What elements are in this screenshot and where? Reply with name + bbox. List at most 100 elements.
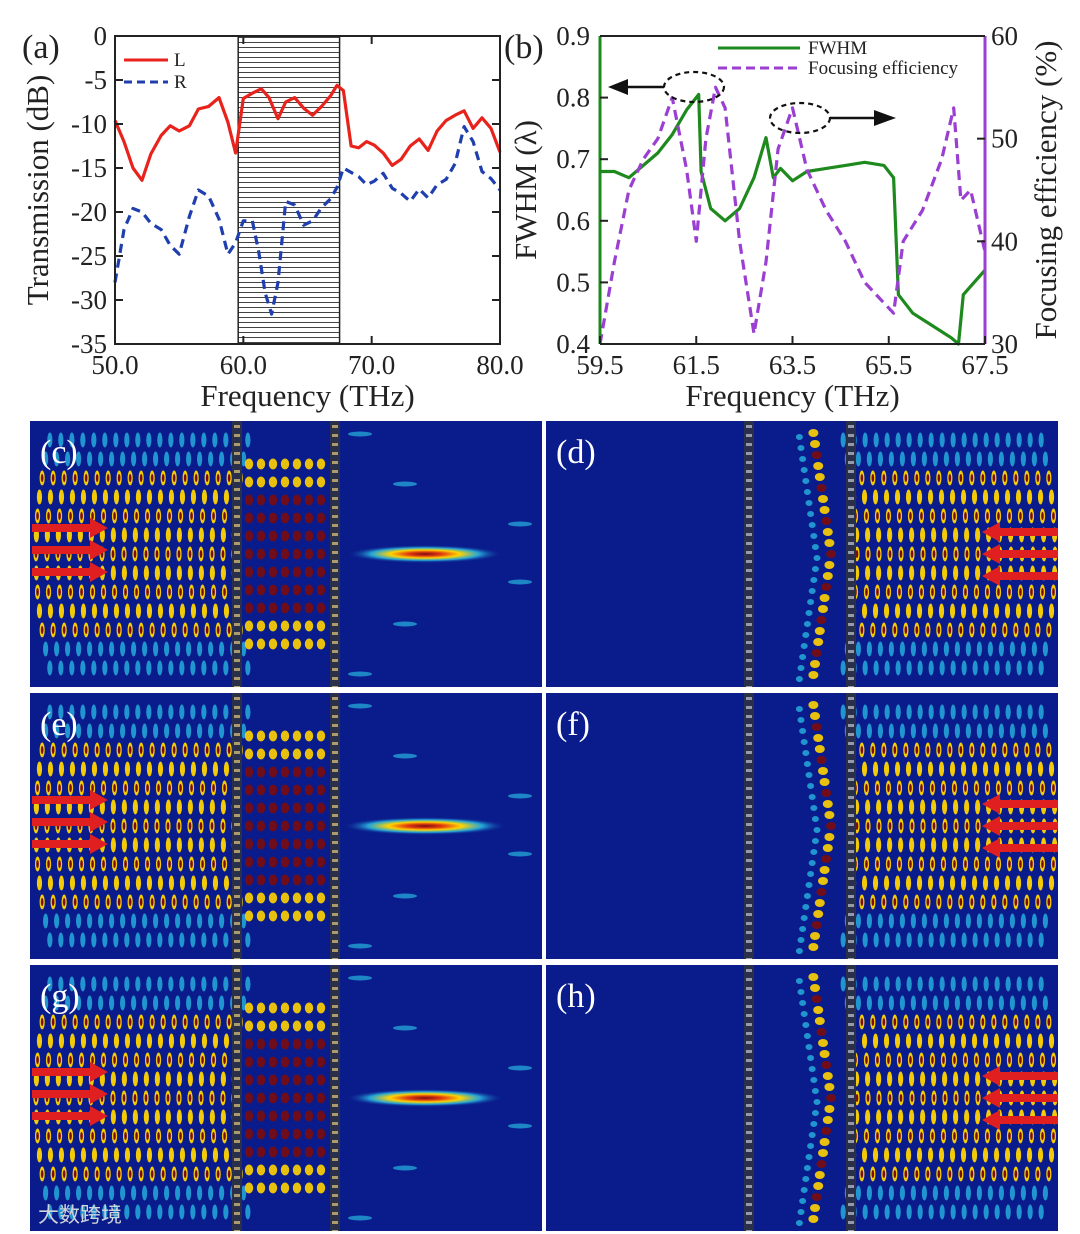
meta-atom	[234, 805, 240, 808]
cavity-field	[304, 838, 314, 850]
x-tick-label: 80.0	[476, 350, 523, 380]
meta-atom	[746, 969, 752, 972]
incident-arrow	[1000, 528, 1058, 536]
meta-atom	[332, 697, 338, 700]
blocked-field	[800, 915, 808, 921]
meta-atom	[234, 1077, 240, 1080]
cavity-field	[292, 512, 302, 524]
blocked-field	[799, 654, 807, 660]
field-fringe	[1027, 432, 1033, 448]
field-fringe	[197, 913, 203, 929]
blocked-field	[824, 1083, 835, 1091]
cavity-field	[304, 856, 314, 868]
field-fringe	[113, 875, 120, 891]
field-fringe	[157, 1204, 163, 1220]
meta-atom	[848, 677, 854, 680]
cavity-field	[316, 1074, 326, 1086]
field-fringe	[69, 976, 75, 992]
field-fringe	[153, 1185, 159, 1201]
incident-arrow	[1000, 550, 1058, 558]
field-peak	[51, 626, 55, 634]
field-peak	[926, 1170, 930, 1178]
field-fringe	[883, 489, 890, 505]
meta-atom	[746, 578, 752, 581]
field-fringe	[65, 995, 71, 1011]
field-fringe	[58, 603, 65, 619]
field-peak	[970, 1018, 974, 1026]
meta-atom	[332, 677, 338, 680]
y-tick-label: -10	[71, 109, 107, 139]
meta-atom	[332, 551, 338, 554]
field-fringe	[135, 489, 142, 505]
field-fringe	[910, 641, 916, 657]
field-peak	[887, 588, 890, 596]
field-fringe	[975, 1109, 981, 1125]
field-peak	[84, 1170, 88, 1178]
field-fringe	[120, 913, 126, 929]
cavity-field	[244, 784, 254, 796]
field-fringe	[939, 432, 945, 448]
field-peak	[150, 474, 154, 482]
meta-atom	[746, 841, 752, 844]
cavity-field	[256, 1146, 266, 1158]
blocked-field	[813, 462, 824, 470]
meta-atom	[234, 940, 240, 943]
field-fringe	[43, 1185, 49, 1201]
blocked-field	[822, 528, 833, 536]
field-peak	[190, 512, 193, 520]
field-fringe	[1037, 1147, 1044, 1163]
field-fringe	[994, 660, 1000, 676]
meta-atom	[332, 434, 338, 437]
cavity-field	[244, 1002, 254, 1014]
meta-atom	[746, 913, 752, 916]
field-peak	[205, 898, 209, 906]
meta-atom	[234, 823, 240, 826]
field-fringe	[894, 1033, 901, 1049]
series-line-Focusing-efficiency	[598, 85, 987, 345]
field-peak	[871, 626, 875, 634]
field-peak	[1036, 626, 1040, 634]
field-fringe	[43, 913, 49, 929]
cavity-field	[244, 494, 254, 506]
meta-atom	[332, 940, 338, 943]
field-peak	[937, 746, 941, 754]
meta-atom	[746, 805, 752, 808]
legend-label: FWHM	[808, 38, 867, 59]
field-peak	[1003, 1018, 1007, 1026]
field-fringe	[960, 875, 967, 891]
meta-atom	[848, 850, 854, 853]
meta-atom	[332, 506, 338, 509]
meta-atom	[234, 904, 240, 907]
field-peak	[1003, 1170, 1007, 1178]
blocked-field	[803, 1033, 811, 1039]
meta-atom	[234, 978, 240, 981]
cavity-field	[316, 910, 326, 922]
meta-atom	[848, 940, 854, 943]
field-fringe	[143, 799, 149, 815]
cavity-field	[268, 766, 278, 778]
meta-atom	[848, 841, 854, 844]
cavity-field	[292, 802, 302, 814]
field-peak	[882, 1018, 886, 1026]
meta-atom	[848, 823, 854, 826]
blocked-field	[808, 794, 816, 800]
side-lobe	[393, 893, 417, 899]
meta-atom	[332, 560, 338, 563]
cavity-field	[244, 1092, 254, 1104]
field-fringe	[895, 976, 901, 992]
field-fringe	[1009, 1185, 1015, 1201]
field-fringe	[1004, 1147, 1011, 1163]
field-peak	[117, 746, 121, 754]
field-peak	[915, 626, 919, 634]
field-peak	[223, 1056, 226, 1064]
field-fringe	[861, 1033, 868, 1049]
field-fringe	[219, 913, 225, 929]
field-peak	[223, 860, 226, 868]
blocked-field	[822, 844, 833, 852]
field-peak	[953, 1056, 956, 1064]
field-fringe	[883, 603, 890, 619]
field-fringe	[164, 995, 170, 1011]
field-fringe	[80, 1033, 87, 1049]
field-fringe	[143, 565, 149, 581]
cavity-field	[268, 1002, 278, 1014]
